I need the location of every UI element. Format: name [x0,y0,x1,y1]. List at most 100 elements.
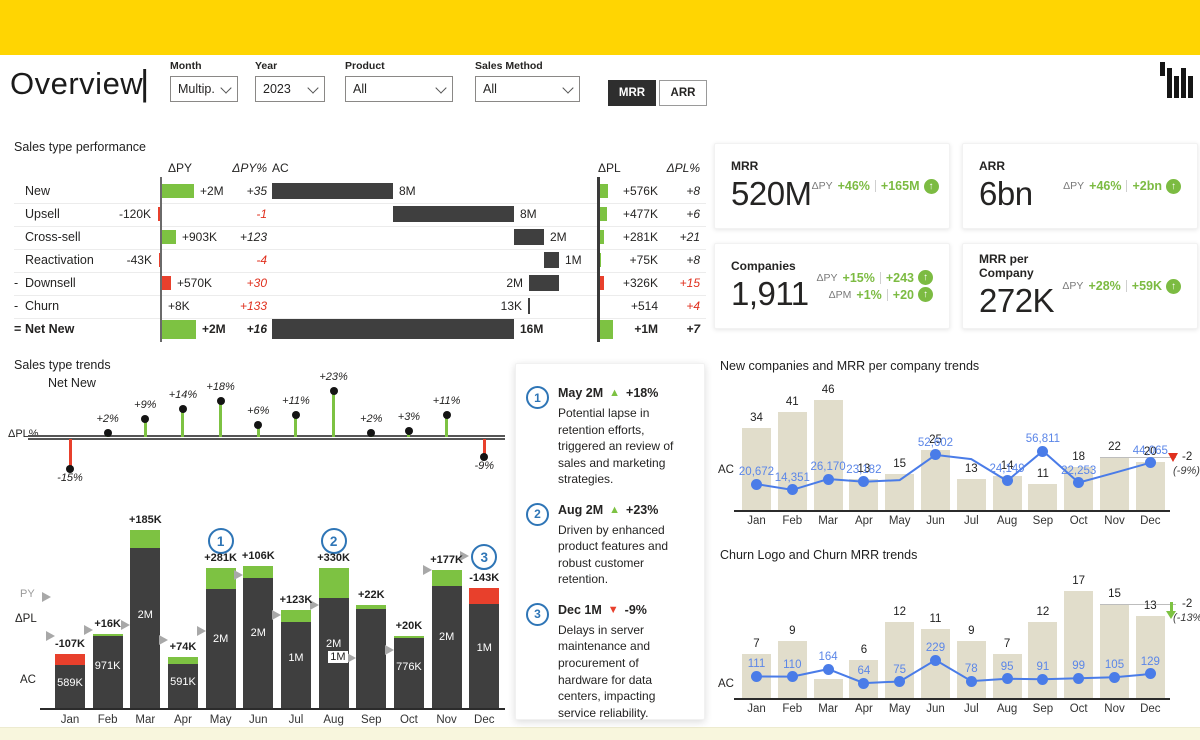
perf-row-reactivation[interactable]: Reactivation -43K -4 1M +75K +8 [14,249,706,273]
line-dot[interactable] [751,670,762,682]
dpy-bar[interactable] [161,299,162,313]
waterfall-segment[interactable] [272,319,514,339]
trend-bar[interactable] [777,641,807,698]
lollipop-stem[interactable] [482,439,486,457]
perf-row-new[interactable]: New +2M +35 8M +576K +8 [14,180,706,204]
trend-bar[interactable] [813,399,843,510]
lollipop-dot[interactable] [66,465,74,473]
dpy-bar[interactable] [158,207,160,221]
waterfall-segment[interactable] [272,183,393,199]
waterfall-segment[interactable] [544,252,559,268]
delta-positive-segment[interactable] [243,566,274,578]
py-marker-icon[interactable] [347,653,357,663]
kpi-card-mrr[interactable]: MRR 520M ΔPY +46% +165M ↑ [714,143,950,229]
delta-positive-segment[interactable] [205,568,236,589]
dpl-bar[interactable] [599,276,604,290]
lollipop-dot[interactable] [404,427,413,435]
py-marker-icon[interactable] [121,620,131,630]
py-marker-icon[interactable] [309,600,319,610]
dpl-bar[interactable] [599,230,604,244]
py-marker-icon[interactable] [46,631,55,641]
py-marker-icon[interactable] [271,610,281,620]
line-dot[interactable] [1037,673,1049,685]
trend-bar[interactable] [956,641,986,698]
ac-bar[interactable] [205,589,236,708]
line-dot[interactable] [1037,445,1049,457]
lollipop-stem[interactable] [294,415,298,437]
lollipop-dot[interactable] [254,421,263,429]
lollipop-dot[interactable] [141,415,150,423]
trend-bar[interactable] [1028,483,1058,510]
dpy-bar[interactable] [161,230,176,244]
trend-bar[interactable] [742,428,771,510]
trend-bar[interactable] [813,679,843,698]
lollipop-stem[interactable] [256,425,260,437]
delta-positive-segment[interactable] [280,610,311,622]
delta-positive-segment[interactable] [431,570,462,586]
line-dot[interactable] [894,676,906,688]
delta-positive-segment[interactable] [393,636,424,638]
line-dot[interactable] [858,476,870,488]
dpy-bar[interactable] [159,253,160,267]
dpl-bar[interactable] [599,184,608,198]
lollipop-stem[interactable] [181,409,185,437]
line-dot[interactable] [1001,475,1013,487]
lollipop-stem[interactable] [219,401,223,437]
lollipop-dot[interactable] [367,429,376,437]
dpy-bar[interactable] [161,320,196,339]
lollipop-stem[interactable] [68,439,72,469]
delta-negative-segment[interactable] [55,654,85,665]
callout-circle-3[interactable]: 3 [471,544,498,570]
lollipop-dot[interactable] [291,411,300,419]
callout-circle-2[interactable]: 2 [320,528,347,554]
dpl-bar[interactable] [599,299,600,313]
ac-bar[interactable] [431,586,462,708]
kpi-card-arr[interactable]: ARR 6bn ΔPY +46% +2bn ↑ [962,143,1198,229]
py-marker-icon[interactable] [422,565,432,575]
ac-bar[interactable] [92,636,123,708]
lollipop-stem[interactable] [332,391,336,437]
waterfall-segment[interactable] [514,229,544,245]
py-marker-icon[interactable] [196,626,206,636]
perf-row-downsell[interactable]: - Downsell +570K +30 2M +326K +15 [14,272,706,296]
callout-circle-1[interactable]: 1 [207,528,234,554]
lollipop-dot[interactable] [178,405,187,413]
line-dot[interactable] [786,484,798,496]
ac-bar[interactable] [167,664,198,708]
dpy-bar[interactable] [161,184,194,198]
lollipop-dot[interactable] [480,453,489,461]
ac-bar[interactable] [393,638,424,708]
trend-bar[interactable] [956,478,986,510]
line-dot[interactable] [1144,457,1156,469]
lollipop-dot[interactable] [442,411,451,419]
delta-positive-segment[interactable] [167,657,198,664]
delta-negative-segment[interactable] [469,588,500,604]
line-dot[interactable] [786,671,798,683]
perf-row-cross-sell[interactable]: Cross-sell +903K +123 2M +281K +21 [14,226,706,250]
dpy-bar[interactable] [161,276,171,290]
line-dot[interactable] [1109,671,1120,683]
kpi-card-companies[interactable]: Companies 1,911 ΔPY +15% +243 ↑ ΔPM +1% +20 ↑ [714,243,950,329]
line-dot[interactable] [965,675,977,687]
lollipop-dot[interactable] [216,397,225,405]
ac-bar[interactable] [130,548,161,708]
line-dot[interactable] [930,654,941,666]
py-marker-icon[interactable] [234,570,244,580]
waterfall-segment[interactable] [529,275,559,291]
dpl-bar[interactable] [599,253,601,267]
perf-row-net-new[interactable]: = Net New +2M +16 16M +1M +7 [14,318,706,341]
lollipop-stem[interactable] [445,415,449,437]
py-marker-icon[interactable] [460,551,470,561]
py-marker-icon[interactable] [384,645,394,655]
ac-bar[interactable] [280,622,311,708]
delta-positive-segment[interactable] [318,568,349,598]
line-dot[interactable] [858,677,870,689]
py-marker-icon[interactable] [158,635,168,645]
dpl-bar[interactable] [599,320,613,339]
filter-dropdown[interactable]: All [475,76,580,102]
line-dot[interactable] [822,473,834,485]
line-dot[interactable] [1001,673,1013,685]
toggle-mrr-button[interactable]: MRR [608,80,656,106]
delta-positive-segment[interactable] [92,634,123,636]
toggle-arr-button[interactable]: ARR [659,80,707,106]
